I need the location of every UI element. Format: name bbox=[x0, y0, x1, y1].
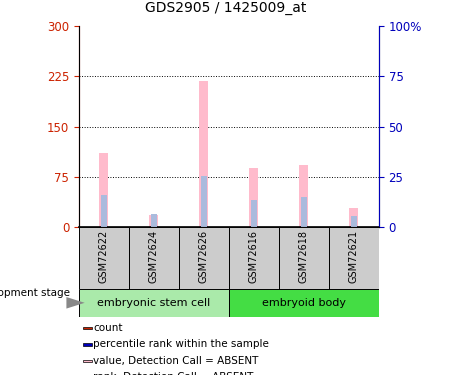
Bar bbox=[179, 227, 229, 289]
Bar bbox=[279, 227, 329, 289]
Text: GSM72616: GSM72616 bbox=[249, 230, 259, 283]
Text: embryonic stem cell: embryonic stem cell bbox=[97, 298, 211, 308]
Bar bbox=[229, 227, 279, 289]
Bar bbox=[299, 165, 308, 227]
Bar bbox=[129, 227, 179, 289]
Bar bbox=[79, 289, 229, 317]
Text: GSM72626: GSM72626 bbox=[199, 230, 209, 283]
Bar bbox=[101, 195, 107, 227]
Text: GSM72622: GSM72622 bbox=[99, 230, 109, 283]
Text: percentile rank within the sample: percentile rank within the sample bbox=[93, 339, 269, 350]
Bar bbox=[79, 227, 129, 289]
Text: value, Detection Call = ABSENT: value, Detection Call = ABSENT bbox=[93, 356, 259, 366]
Text: rank, Detection Call = ABSENT: rank, Detection Call = ABSENT bbox=[93, 372, 254, 375]
Bar bbox=[329, 227, 379, 289]
Bar bbox=[83, 327, 92, 330]
Text: GDS2905 / 1425009_at: GDS2905 / 1425009_at bbox=[145, 1, 306, 15]
Bar bbox=[350, 208, 359, 227]
Text: count: count bbox=[93, 323, 123, 333]
Text: GSM72618: GSM72618 bbox=[299, 230, 309, 283]
Bar bbox=[229, 289, 379, 317]
Bar bbox=[249, 168, 258, 227]
Bar bbox=[151, 213, 157, 227]
Bar bbox=[83, 343, 92, 346]
Bar bbox=[99, 153, 108, 227]
Bar bbox=[201, 176, 207, 227]
Text: GSM72621: GSM72621 bbox=[349, 230, 359, 283]
Bar bbox=[251, 200, 257, 227]
Bar bbox=[351, 216, 357, 227]
Text: development stage: development stage bbox=[0, 288, 70, 298]
Polygon shape bbox=[66, 297, 85, 309]
Bar bbox=[301, 198, 307, 227]
Text: embryoid body: embryoid body bbox=[262, 298, 346, 308]
Bar bbox=[83, 360, 92, 362]
Bar bbox=[199, 81, 208, 227]
Text: GSM72624: GSM72624 bbox=[149, 230, 159, 283]
Bar bbox=[149, 215, 158, 227]
